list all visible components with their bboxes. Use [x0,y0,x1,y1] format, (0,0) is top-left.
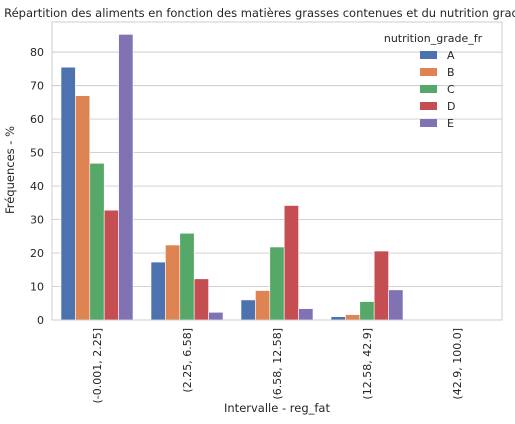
bar-D-1 [193,278,209,321]
legend-title: nutrition_grade_fr [384,32,483,45]
x-tick-label: (-0.001, 2.25] [91,328,104,404]
legend-swatch-D [420,102,437,110]
bars-layer [60,34,404,321]
y-tick-label: 60 [30,113,44,126]
legend-swatch-C [420,85,437,93]
bar-D-3 [373,250,389,321]
bar-C-3 [359,301,375,321]
y-tick-label: 80 [30,46,44,59]
x-tick-label: (12.58, 42.9] [361,328,374,400]
legend-swatch-B [420,68,437,76]
y-tick-label: 0 [37,314,44,327]
bar-C-0 [89,162,105,321]
x-tick-label: (6.58, 12.58] [271,328,284,400]
bar-E-0 [118,34,134,321]
bar-D-2 [283,205,299,321]
legend-label-C: C [447,83,455,96]
bar-B-0 [75,95,91,321]
plot-frame [51,21,503,321]
bar-A-2 [240,299,256,321]
x-tick-label: (42.9, 100.0] [451,328,464,400]
x-tick-label: (2.25, 6.58] [181,328,194,393]
y-tick-label: 70 [30,80,44,93]
y-tick-label: 40 [30,180,44,193]
bar-E-3 [388,289,404,321]
y-tick-label: 30 [30,214,44,227]
bar-E-2 [298,308,314,321]
legend-label-D: D [447,100,455,113]
bar-C-2 [269,246,285,321]
bar-B-2 [255,290,271,321]
y-tick-label: 50 [30,147,44,160]
y-axis-label: Fréquences - % [3,126,17,214]
bar-A-1 [150,261,166,321]
y-tick-label: 10 [30,281,44,294]
bar-E-1 [208,311,224,321]
legend-label-E: E [447,117,454,130]
bar-B-1 [165,244,181,321]
axes-layer: 0 10 20 30 40 50 60 70 80 (-0.001, 2.25] (2.25, 6.… [30,21,503,404]
bar-B-3 [345,314,361,321]
bar-A-3 [330,316,346,321]
legend-swatch-A [420,51,437,59]
bar-C-1 [179,232,195,321]
chart-title: Répartition des aliments en fonction des… [4,6,515,20]
legend-label-B: B [447,66,455,79]
y-tick-label: 20 [30,247,44,260]
legend-swatch-E [420,119,437,127]
x-axis-label: Intervalle - reg_fat [224,401,330,415]
legend-label-A: A [447,49,455,62]
bar-D-0 [103,209,119,321]
bar-A-0 [60,66,76,321]
